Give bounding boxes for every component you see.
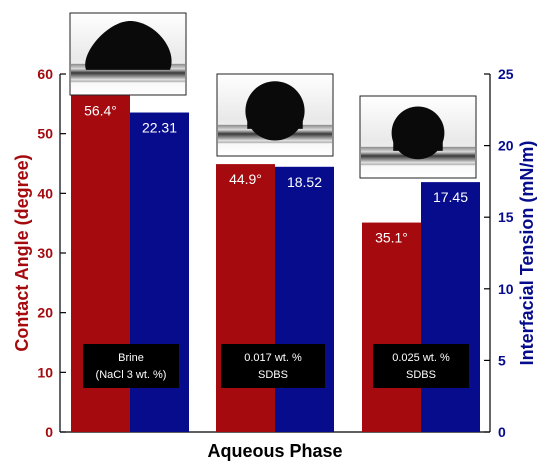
left-tick-label: 50 — [37, 126, 53, 142]
left-tick-label: 40 — [37, 185, 53, 201]
bar-value-label: 56.4° — [84, 102, 117, 118]
category-label: (NaCl 3 wt. %) — [96, 369, 167, 381]
right-tick-label: 5 — [498, 352, 506, 368]
bar-value-label: 18.52 — [287, 174, 322, 190]
left-tick-label: 20 — [37, 305, 53, 321]
left-tick-label: 10 — [37, 364, 53, 380]
category-box — [221, 344, 325, 388]
right-tick-label: 0 — [498, 424, 506, 440]
contact-angle-bar — [362, 222, 421, 432]
category-boxes-layer: Brine (NaCl 3 wt. %) 0.017 wt. % SDBS 0.025 … — [83, 344, 469, 388]
right-ticks-layer: 0 5 10 15 20 25 — [484, 66, 514, 440]
ift-bar — [275, 166, 334, 433]
right-tick-label: 20 — [498, 138, 514, 154]
right-tick-label: 15 — [498, 209, 514, 225]
category-label: 0.017 wt. % — [244, 352, 302, 364]
x-axis-title: Aqueous Phase — [207, 441, 342, 461]
category-label: SDBS — [258, 369, 288, 381]
category-box — [373, 344, 469, 388]
bar-value-label: 22.31 — [142, 120, 177, 136]
y-right-title: Interfacial Tension (mN/m) — [517, 141, 537, 366]
contact-angle-bar — [216, 164, 275, 432]
bar-value-label: 35.1° — [375, 230, 408, 246]
category-box — [83, 344, 179, 388]
droplet-photo — [69, 12, 187, 96]
left-tick-label: 60 — [37, 66, 53, 82]
category-label: 0.025 wt. % — [392, 352, 450, 364]
right-tick-label: 10 — [498, 281, 514, 297]
droplet-photo — [359, 95, 477, 179]
droplet-photo — [216, 73, 334, 157]
right-tick-label: 25 — [498, 66, 514, 82]
left-ticks-layer: 0 10 20 30 40 50 60 — [37, 66, 66, 440]
category-label: SDBS — [406, 369, 436, 381]
category-label: Brine — [118, 352, 144, 364]
y-left-title: Contact Angle (degree) — [12, 154, 32, 351]
ift-bar — [421, 182, 480, 432]
left-tick-label: 0 — [45, 424, 53, 440]
bar-value-label: 17.45 — [433, 189, 468, 205]
bar-value-label: 44.9° — [229, 171, 262, 187]
inset-photos-layer — [69, 12, 477, 179]
left-tick-label: 30 — [37, 245, 53, 261]
